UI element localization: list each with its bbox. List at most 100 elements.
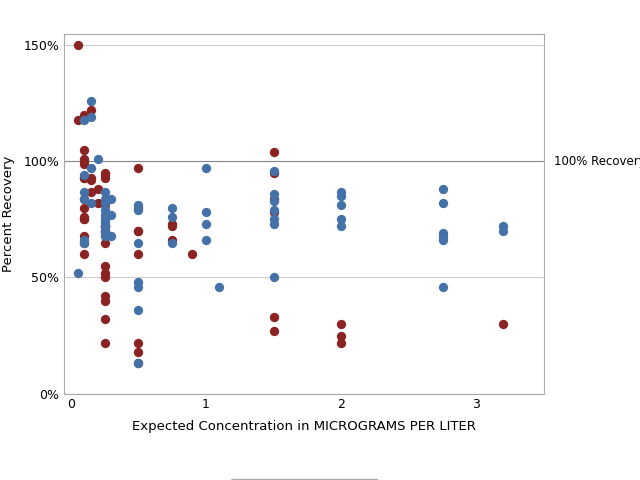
Point [99, 174, 109, 181]
Point [438, 185, 448, 193]
Point [268, 274, 278, 281]
Point [268, 169, 278, 177]
Point [499, 223, 509, 230]
Point [79, 239, 90, 246]
Point [79, 146, 90, 154]
Point [79, 195, 90, 203]
Point [99, 195, 109, 203]
Point [99, 223, 109, 230]
Point [99, 223, 109, 230]
Point [438, 232, 448, 240]
Point [201, 237, 211, 244]
Point [336, 223, 346, 230]
Point [86, 176, 96, 184]
Point [99, 232, 109, 240]
Text: 100% Recovery: 100% Recovery [554, 155, 640, 168]
Point [79, 157, 90, 165]
Point [167, 237, 177, 244]
Point [79, 232, 90, 240]
Point [99, 239, 109, 246]
Point [99, 229, 109, 237]
Point [336, 192, 346, 200]
Point [79, 251, 90, 258]
Point [133, 360, 143, 367]
Point [99, 269, 109, 276]
Point [79, 239, 90, 246]
Point [438, 283, 448, 290]
Point [99, 218, 109, 226]
Point [133, 283, 143, 290]
Point [336, 216, 346, 223]
Point [79, 195, 90, 203]
Point [86, 199, 96, 207]
Point [99, 274, 109, 281]
Point [133, 204, 143, 212]
Point [72, 116, 83, 123]
Point [99, 339, 109, 347]
Point [79, 216, 90, 223]
Point [201, 220, 211, 228]
Point [79, 216, 90, 223]
Point [99, 223, 109, 230]
Point [79, 171, 90, 179]
Point [268, 167, 278, 174]
Point [99, 292, 109, 300]
Point [86, 165, 96, 172]
Point [93, 155, 103, 163]
Point [336, 188, 346, 195]
Point [268, 195, 278, 203]
Point [268, 206, 278, 214]
Point [268, 209, 278, 216]
Point [99, 206, 109, 214]
Y-axis label: Percent Recovery: Percent Recovery [2, 156, 15, 272]
Point [133, 278, 143, 286]
Point [79, 237, 90, 244]
Point [99, 171, 109, 179]
Point [499, 227, 509, 235]
Point [438, 199, 448, 207]
Point [268, 313, 278, 321]
Point [201, 209, 211, 216]
Point [99, 227, 109, 235]
Legend: 1433, 4433: 1433, 4433 [230, 479, 378, 480]
Point [167, 223, 177, 230]
Point [99, 315, 109, 323]
X-axis label: Expected Concentration in MICROGRAMS PER LITER: Expected Concentration in MICROGRAMS PER… [132, 420, 476, 433]
Point [99, 227, 109, 235]
Point [167, 239, 177, 246]
Point [336, 202, 346, 209]
Point [133, 165, 143, 172]
Point [133, 227, 143, 235]
Point [79, 213, 90, 221]
Point [93, 185, 103, 193]
Point [167, 220, 177, 228]
Point [167, 213, 177, 221]
Point [79, 174, 90, 181]
Point [79, 160, 90, 168]
Point [99, 216, 109, 223]
Point [79, 204, 90, 212]
Point [438, 237, 448, 244]
Point [99, 199, 109, 207]
Point [72, 269, 83, 276]
Point [99, 202, 109, 209]
Point [99, 297, 109, 304]
Point [214, 283, 225, 290]
Point [133, 206, 143, 214]
Point [86, 107, 96, 114]
Point [133, 339, 143, 347]
Point [268, 216, 278, 223]
Point [79, 155, 90, 163]
Point [79, 188, 90, 195]
Point [93, 199, 103, 207]
Point [133, 239, 143, 246]
Point [268, 220, 278, 228]
Point [336, 332, 346, 339]
Point [268, 327, 278, 335]
Point [86, 174, 96, 181]
Point [106, 232, 116, 240]
Point [106, 211, 116, 218]
Point [79, 113, 90, 121]
Point [133, 306, 143, 314]
Point [99, 211, 109, 218]
